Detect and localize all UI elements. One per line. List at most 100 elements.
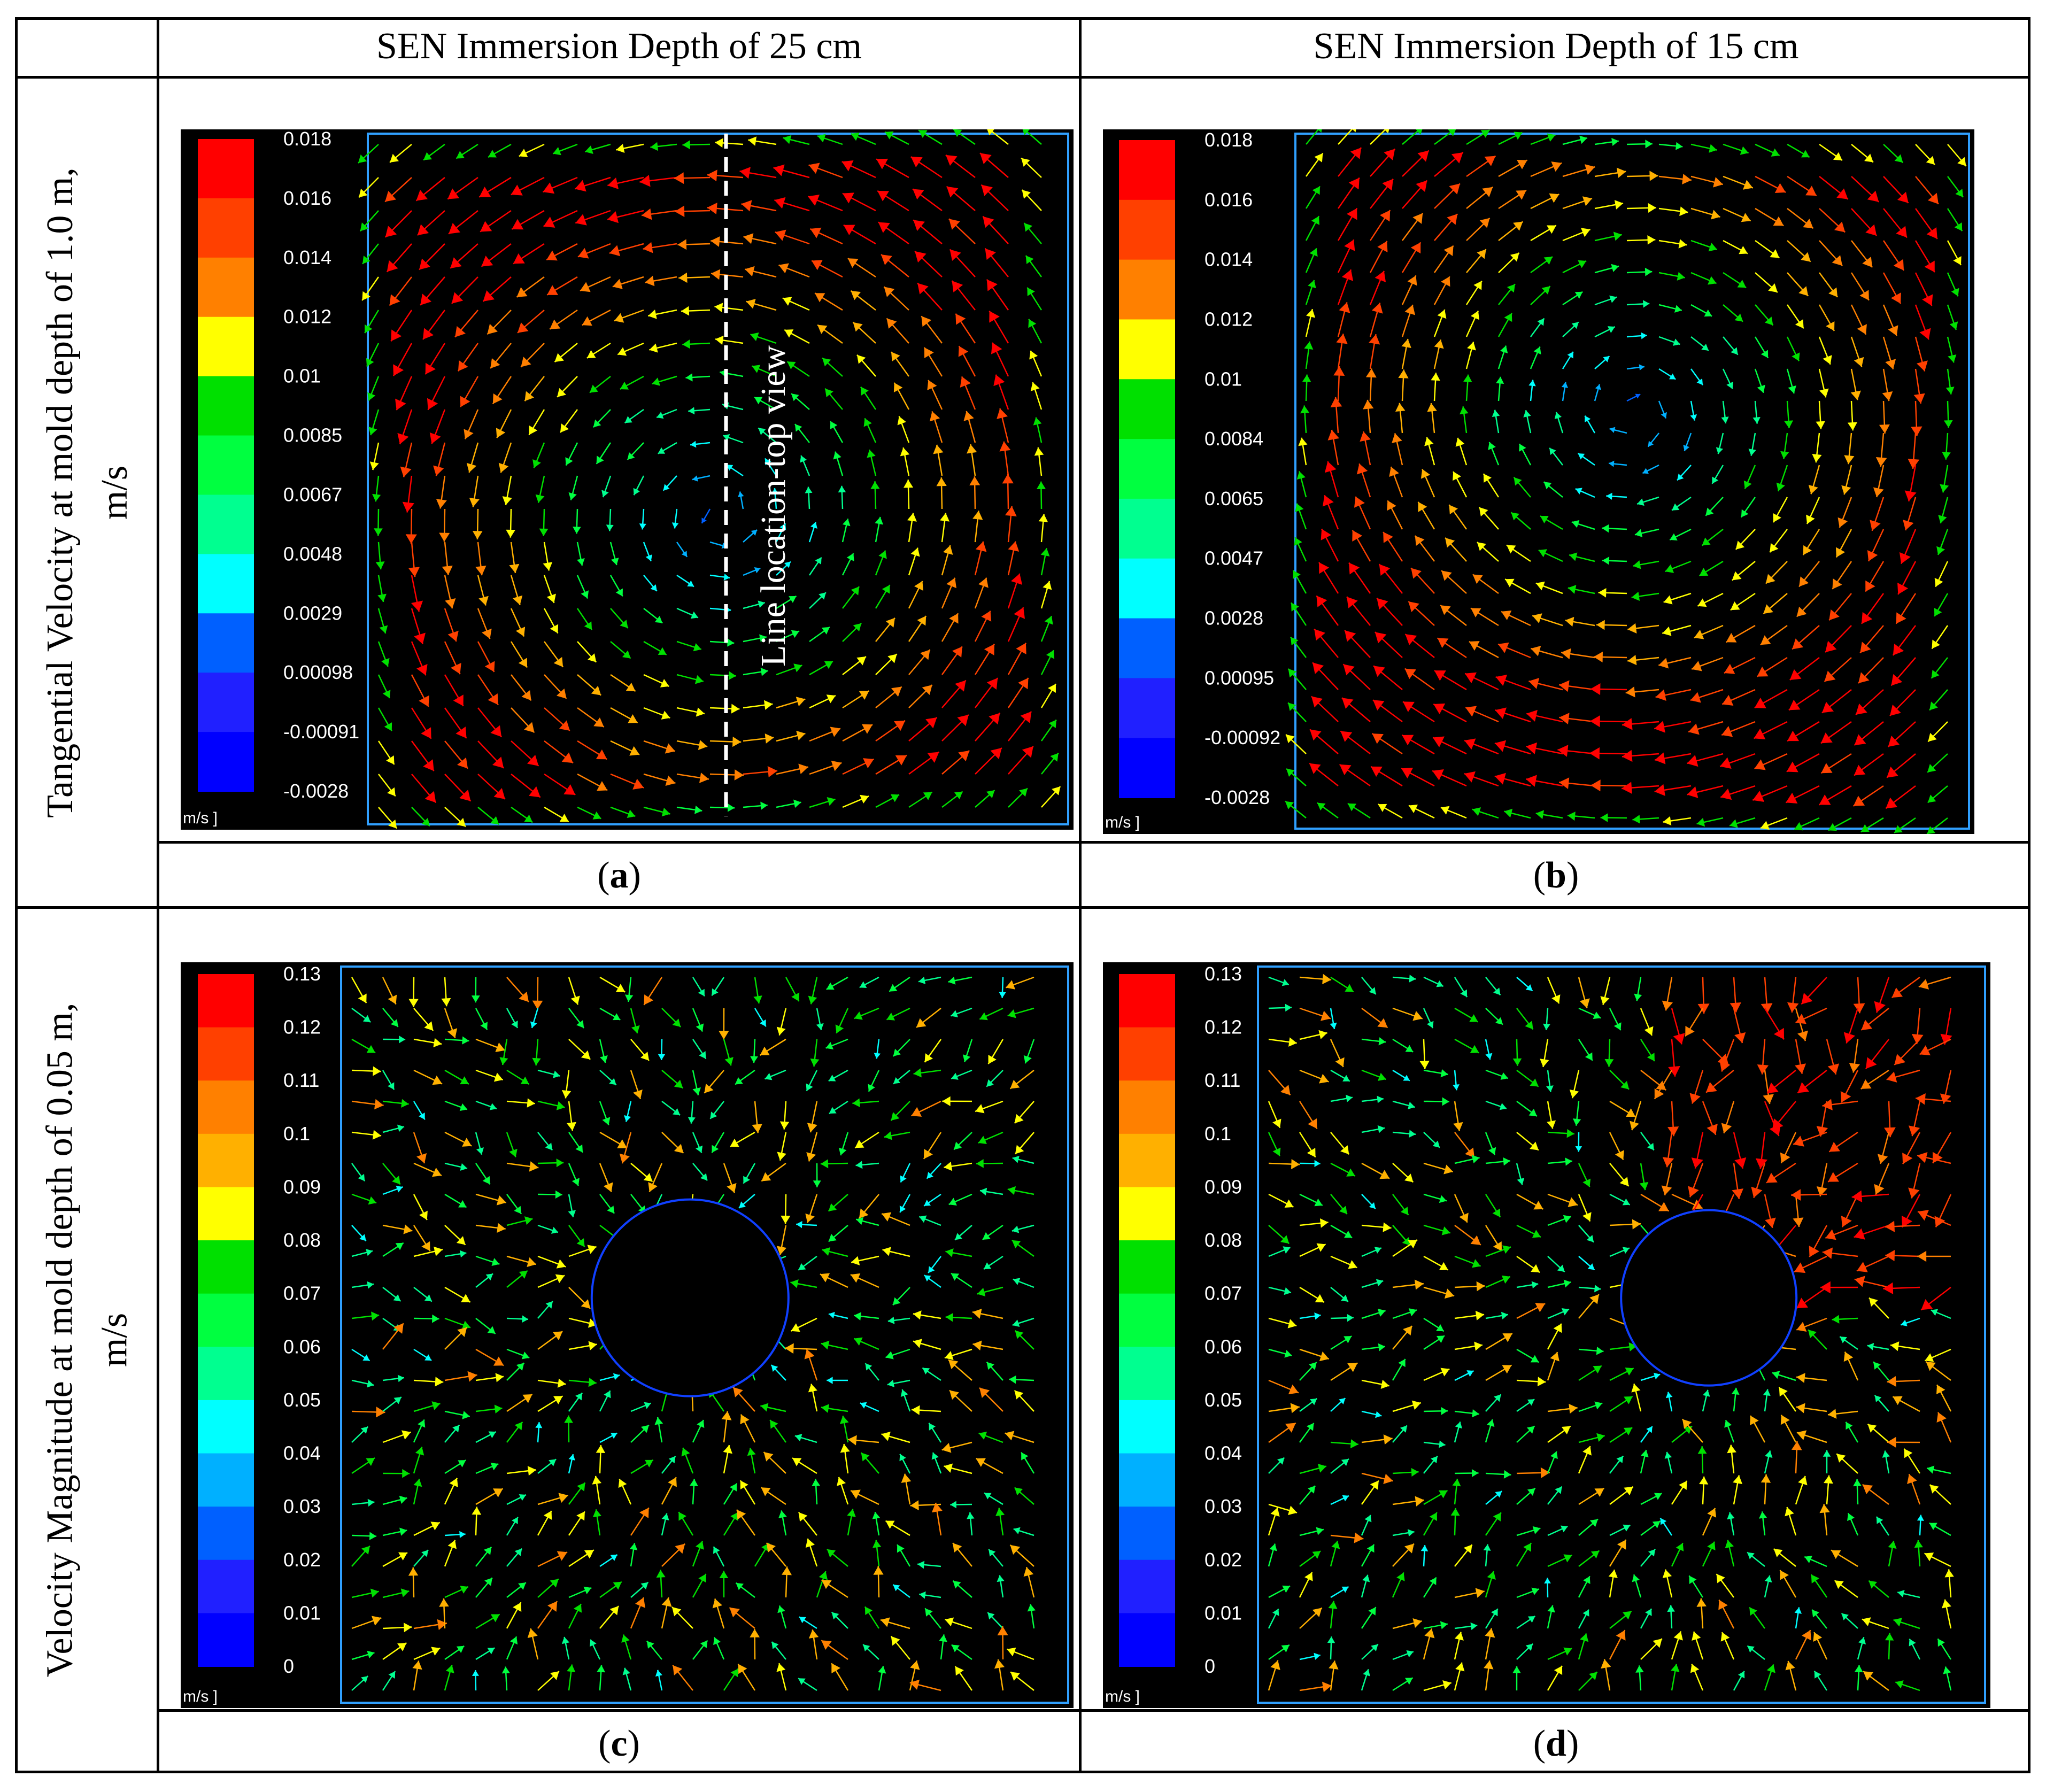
velocity-arrowhead <box>861 1453 870 1462</box>
velocity-arrowhead <box>975 541 987 552</box>
velocity-arrowhead <box>509 563 520 573</box>
velocity-arrowhead <box>584 1550 594 1559</box>
velocity-arrowhead <box>923 792 932 800</box>
velocity-arrowhead <box>1622 750 1633 762</box>
unit-label: m/s ] <box>183 809 218 827</box>
velocity-arrowhead <box>1445 537 1455 548</box>
velocity-arrowhead <box>696 1541 704 1550</box>
velocity-arrowhead <box>1771 148 1780 157</box>
velocity-arrowhead <box>561 752 573 763</box>
velocity-arrowhead <box>1379 564 1391 576</box>
velocity-arrowhead <box>778 263 789 274</box>
velocity-arrowhead <box>1563 1554 1572 1563</box>
velocity-arrowhead <box>1869 1297 1878 1307</box>
colorbar-tick-label: 0.01 <box>283 365 321 387</box>
velocity-arrowhead <box>1533 346 1541 355</box>
velocity-arrowhead <box>955 1666 964 1676</box>
velocity-arrowhead <box>1797 1082 1810 1093</box>
velocity-arrowhead <box>1550 1451 1558 1459</box>
velocity-arrowhead <box>1660 1518 1667 1525</box>
velocity-arrowhead <box>1519 444 1526 452</box>
velocity-arrowhead <box>514 1422 523 1431</box>
velocity-arrowhead <box>1002 474 1014 484</box>
velocity-arrowhead <box>1853 795 1865 806</box>
velocity-arrowhead <box>1873 487 1884 497</box>
colorbar: 0.130.120.110.10.090.080.070.060.050.040… <box>1119 963 1242 1677</box>
velocity-arrowhead <box>838 485 846 493</box>
velocity-arrowhead <box>1787 1002 1799 1013</box>
velocity-arrowhead <box>1773 1028 1785 1040</box>
velocity-arrowhead <box>860 387 869 396</box>
velocity-arrowhead <box>527 1257 536 1267</box>
velocity-arrowhead <box>1741 509 1749 517</box>
velocity-arrowhead <box>620 620 628 628</box>
velocity-arrowhead <box>439 1598 449 1607</box>
velocity-arrowhead <box>460 1076 469 1085</box>
velocity-arrowhead <box>1442 1097 1449 1106</box>
velocity-arrowhead <box>791 393 799 401</box>
velocity-arrowhead <box>481 256 493 267</box>
velocity-arrowhead <box>661 807 670 817</box>
velocity-arrowhead <box>863 1644 870 1651</box>
velocity-arrowhead <box>1270 1660 1280 1670</box>
velocity-arrowhead <box>1632 815 1640 824</box>
velocity-arrowhead <box>1582 1178 1591 1187</box>
velocity-arrowhead <box>978 1432 987 1440</box>
velocity-arrowhead <box>1319 1073 1329 1084</box>
velocity-arrowhead <box>1809 1246 1819 1257</box>
velocity-arrowhead <box>1455 1422 1462 1429</box>
colorbar-tick-label: 0.00098 <box>283 661 353 683</box>
velocity-arrowhead <box>1943 420 1953 428</box>
velocity-arrowhead <box>752 1124 762 1133</box>
velocity-arrowhead <box>1779 1387 1788 1397</box>
velocity-arrowhead <box>1440 1621 1448 1629</box>
velocity-arrowhead <box>1450 1508 1460 1516</box>
velocity-arrowhead <box>825 1041 834 1049</box>
velocity-arrowhead <box>1606 492 1612 500</box>
velocity-arrowhead <box>1374 1247 1381 1254</box>
colorbar-tick-label: 0.11 <box>283 1069 319 1091</box>
velocity-arrowhead <box>678 272 688 283</box>
velocity-arrowhead <box>1829 609 1840 621</box>
velocity-arrowhead <box>747 1448 756 1456</box>
colorbar-tick-label: 0.11 <box>1205 1069 1240 1091</box>
velocity-arrowhead <box>1340 1145 1349 1155</box>
colorbar-swatch <box>198 1240 254 1294</box>
velocity-arrowhead <box>1453 1122 1463 1131</box>
velocity-arrowhead <box>1716 447 1724 454</box>
velocity-arrowhead <box>712 1145 719 1153</box>
velocity-arrowhead <box>1371 303 1383 314</box>
velocity-arrowhead <box>855 1139 864 1148</box>
velocity-arrowhead <box>853 322 863 332</box>
velocity-arrowhead <box>361 1546 370 1555</box>
velocity-arrowhead <box>611 1433 617 1439</box>
velocity-arrowhead <box>1547 1120 1556 1129</box>
velocity-arrowhead <box>1309 763 1321 774</box>
velocity-arrowhead <box>1773 1548 1783 1557</box>
colorbar-tick-label: 0.018 <box>1205 129 1253 151</box>
velocity-arrowhead <box>771 1365 778 1372</box>
velocity-arrowhead <box>1465 1147 1474 1158</box>
velocity-arrowhead <box>1720 1632 1730 1642</box>
velocity-arrowhead <box>375 561 385 569</box>
velocity-arrowhead <box>1554 412 1562 420</box>
velocity-arrowhead <box>1349 562 1360 575</box>
velocity-arrowhead <box>1014 607 1025 619</box>
velocity-arrowhead <box>626 682 636 692</box>
velocity-arrowhead <box>1504 313 1512 322</box>
velocity-arrowhead <box>984 1262 992 1270</box>
velocity-arrowhead <box>1716 1574 1725 1584</box>
velocity-arrowhead <box>822 1247 831 1256</box>
velocity-arrowhead <box>847 258 859 268</box>
velocity-arrowhead <box>384 722 392 731</box>
velocity-arrowhead <box>1559 777 1570 789</box>
velocity-arrowhead <box>547 1601 558 1612</box>
velocity-arrowhead <box>1538 549 1547 558</box>
velocity-arrowhead <box>611 558 619 566</box>
velocity-arrowhead <box>1380 1379 1389 1389</box>
velocity-arrowhead <box>1596 620 1605 630</box>
velocity-arrowhead <box>1664 1451 1672 1459</box>
velocity-arrowhead <box>985 248 996 260</box>
velocity-arrowhead <box>432 1075 443 1085</box>
velocity-arrowhead <box>1436 1335 1445 1343</box>
